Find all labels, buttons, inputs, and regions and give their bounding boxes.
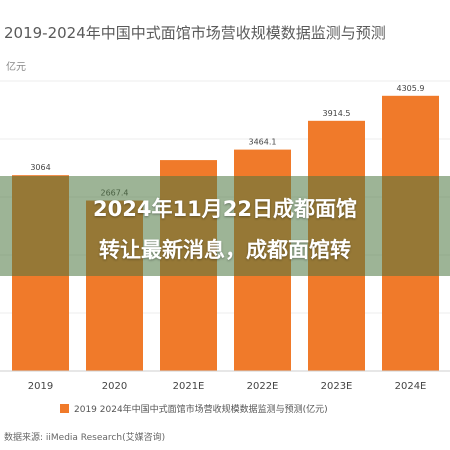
x-tick-labels-group: 2019 2020 2021E 2022E 2023E 2024E — [28, 381, 427, 392]
x-tick-2020: 2020 — [102, 381, 127, 392]
x-tick-2023E: 2023E — [321, 381, 353, 392]
x-tick-2021E: 2021E — [173, 381, 205, 392]
x-tick-2024E: 2024E — [395, 381, 427, 392]
chart-title: 2019-2024年中国中式面馆市场营收规模数据监测与预测 — [4, 24, 386, 42]
x-tick-2022E: 2022E — [247, 381, 279, 392]
x-tick-2019: 2019 — [28, 381, 53, 392]
headline-banner — [0, 176, 450, 276]
data-label-2022E: 3464.1 — [249, 138, 277, 147]
data-label-2023E: 3914.5 — [323, 109, 351, 118]
legend-label: 2019 2024年中国中式面馆市场营收规模数据监测与预测(亿元) — [74, 403, 328, 415]
data-label-2024E: 4305.9 — [397, 84, 425, 93]
headline-line-2: 转让最新消息，成都面馆转 — [99, 238, 351, 262]
headline-line-1: 2024年11月22日成都面馆 — [93, 197, 357, 221]
data-label-2019: 3064 — [30, 163, 50, 172]
source-note: 数据来源: iiMedia Research(艾媒咨询) — [4, 431, 165, 443]
legend-swatch — [60, 404, 69, 413]
y-axis-unit: 亿元 — [6, 60, 26, 73]
